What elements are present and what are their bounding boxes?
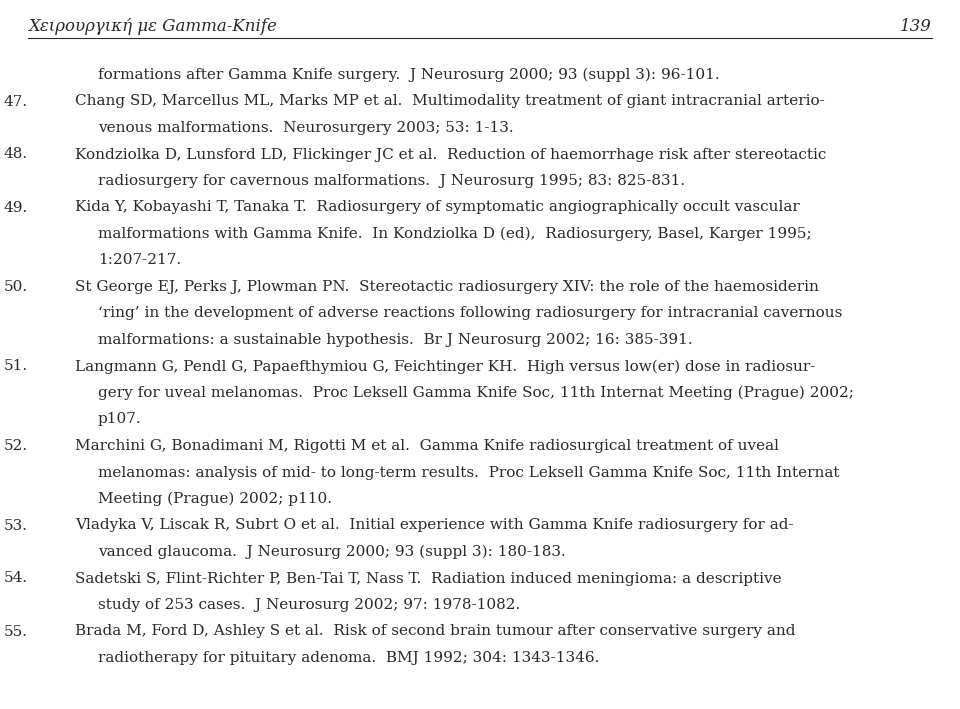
Text: Kida Y, Kobayashi T, Tanaka T.  Radiosurgery of symptomatic angiographically occ: Kida Y, Kobayashi T, Tanaka T. Radiosurg… <box>75 201 800 215</box>
Text: 50.: 50. <box>4 280 28 294</box>
Text: Meeting (Prague) 2002; p110.: Meeting (Prague) 2002; p110. <box>98 492 332 506</box>
Text: malformations: a sustainable hypothesis.  Br J Neurosurg 2002; 16: 385-391.: malformations: a sustainable hypothesis.… <box>98 333 692 347</box>
Text: gery for uveal melanomas.  Proc Leksell Gamma Knife Soc, 11th Internat Meeting (: gery for uveal melanomas. Proc Leksell G… <box>98 386 853 401</box>
Text: 55.: 55. <box>4 625 28 639</box>
Text: 49.: 49. <box>4 201 28 215</box>
Text: 52.: 52. <box>4 439 28 453</box>
Text: Langmann G, Pendl G, Papaefthymiou G, Feichtinger KH.  High versus low(er) dose : Langmann G, Pendl G, Papaefthymiou G, Fe… <box>75 359 815 374</box>
Text: melanomas: analysis of mid- to long-term results.  Proc Leksell Gamma Knife Soc,: melanomas: analysis of mid- to long-term… <box>98 466 839 479</box>
Text: Sadetski S, Flint-Richter P, Ben-Tai T, Nass T.  Radiation induced meningioma: a: Sadetski S, Flint-Richter P, Ben-Tai T, … <box>75 571 781 586</box>
Text: radiosurgery for cavernous malformations.  J Neurosurg 1995; 83: 825-831.: radiosurgery for cavernous malformations… <box>98 174 685 188</box>
Text: Χειρουργική με Gamma-Knife: Χειρουργική με Gamma-Knife <box>28 18 276 35</box>
Text: St George EJ, Perks J, Plowman PN.  Stereotactic radiosurgery XIV: the role of t: St George EJ, Perks J, Plowman PN. Stere… <box>75 280 819 294</box>
Text: 54.: 54. <box>4 571 28 586</box>
Text: Marchini G, Bonadimani M, Rigotti M et al.  Gamma Knife radiosurgical treatment : Marchini G, Bonadimani M, Rigotti M et a… <box>75 439 779 453</box>
Text: Kondziolka D, Lunsford LD, Flickinger JC et al.  Reduction of haemorrhage risk a: Kondziolka D, Lunsford LD, Flickinger JC… <box>75 147 827 162</box>
Text: 1:207-217.: 1:207-217. <box>98 254 181 267</box>
Text: ‘ring’ in the development of adverse reactions following radiosurgery for intrac: ‘ring’ in the development of adverse rea… <box>98 306 842 320</box>
Text: vanced glaucoma.  J Neurosurg 2000; 93 (suppl 3): 180-183.: vanced glaucoma. J Neurosurg 2000; 93 (s… <box>98 545 565 559</box>
Text: 139: 139 <box>900 18 932 35</box>
Text: study of 253 cases.  J Neurosurg 2002; 97: 1978-1082.: study of 253 cases. J Neurosurg 2002; 97… <box>98 598 520 612</box>
Text: venous malformations.  Neurosurgery 2003; 53: 1-13.: venous malformations. Neurosurgery 2003;… <box>98 121 514 135</box>
Text: formations after Gamma Knife surgery.  J Neurosurg 2000; 93 (suppl 3): 96-101.: formations after Gamma Knife surgery. J … <box>98 68 720 82</box>
Text: Chang SD, Marcellus ML, Marks MP et al.  Multimodality treatment of giant intrac: Chang SD, Marcellus ML, Marks MP et al. … <box>75 94 825 108</box>
Text: radiotherapy for pituitary adenoma.  BMJ 1992; 304: 1343-1346.: radiotherapy for pituitary adenoma. BMJ … <box>98 651 599 665</box>
Text: Brada M, Ford D, Ashley S et al.  Risk of second brain tumour after conservative: Brada M, Ford D, Ashley S et al. Risk of… <box>75 625 796 639</box>
Text: 47.: 47. <box>4 94 28 108</box>
Text: Vladyka V, Liscak R, Subrt O et al.  Initial experience with Gamma Knife radiosu: Vladyka V, Liscak R, Subrt O et al. Init… <box>75 518 794 532</box>
Text: malformations with Gamma Knife.  In Kondziolka D (ed),  Radiosurgery, Basel, Kar: malformations with Gamma Knife. In Kondz… <box>98 227 811 241</box>
Text: p107.: p107. <box>98 413 142 427</box>
Text: 48.: 48. <box>4 147 28 162</box>
Text: 51.: 51. <box>4 359 28 374</box>
Text: 53.: 53. <box>4 518 28 532</box>
